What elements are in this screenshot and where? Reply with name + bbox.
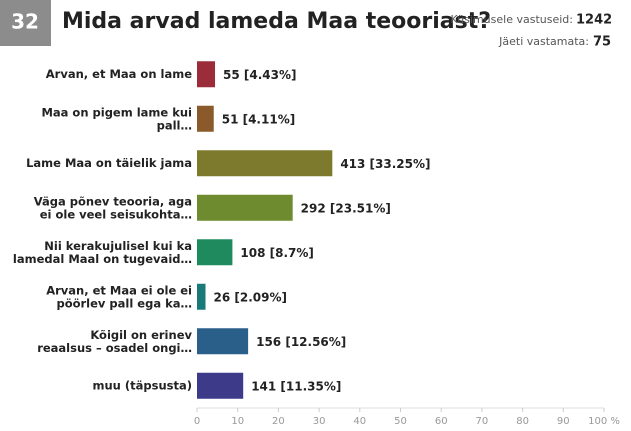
- category-label: Kõigil on erinev reaalsus – osadel ongi…: [37, 327, 192, 354]
- bar: [197, 194, 293, 221]
- value-label: 141 [11.35%]: [251, 379, 341, 393]
- bar: [197, 105, 214, 132]
- value-label: 51 [4.11%]: [222, 112, 295, 126]
- value-label: 55 [4.43%]: [223, 68, 296, 82]
- value-label: 108 [8.7%]: [240, 246, 313, 260]
- bar: [197, 61, 216, 88]
- value-label: 26 [2.09%]: [214, 290, 287, 304]
- category-label: Arvan, et Maa ei ole ei pöörlev pall ega …: [46, 283, 192, 310]
- skipped-label: Jäeti vastamata:: [498, 35, 589, 48]
- value-label: 292 [23.51%]: [301, 201, 391, 215]
- x-tick-label: 90: [557, 416, 570, 427]
- bar: [197, 283, 206, 310]
- bar: [197, 328, 249, 355]
- bar: [197, 239, 233, 266]
- x-tick-label: 100 %: [588, 416, 620, 427]
- category-label: Arvan, et Maa on lame: [46, 67, 192, 81]
- category-label: Lame Maa on täielik jama: [26, 156, 192, 170]
- value-label: 413 [33.25%]: [340, 157, 430, 171]
- question-number: 32: [11, 10, 39, 34]
- category-label: Nii kerakujulisel kui ka lamedal Maal on …: [13, 238, 192, 265]
- x-tick-label: 80: [516, 416, 529, 427]
- skipped: 75: [593, 35, 611, 50]
- bar: [197, 372, 244, 399]
- category-label: muu (täpsusta): [93, 378, 193, 392]
- x-tick-label: 40: [353, 416, 366, 427]
- question-badge: [0, 0, 51, 46]
- x-tick-label: 60: [435, 416, 448, 427]
- x-tick-label: 30: [313, 416, 326, 427]
- x-tick-label: 10: [231, 416, 244, 427]
- x-tick-label: 50: [394, 416, 407, 427]
- bar: [197, 150, 333, 177]
- value-label: 156 [12.56%]: [256, 335, 346, 349]
- category-label: Maa on pigem lame kui pall…: [41, 105, 192, 132]
- x-tick-label: 70: [476, 416, 489, 427]
- x-tick-label: 20: [272, 416, 285, 427]
- chart-title: Mida arvad lameda Maa teooriast?: [62, 9, 491, 34]
- category-label: Väga põnev teooria, aga ei ole veel seisu…: [34, 194, 192, 221]
- answered: 1242: [576, 13, 612, 28]
- x-tick-label: 0: [194, 416, 200, 427]
- answered-label: Küsimusele vastuseid:: [451, 13, 573, 26]
